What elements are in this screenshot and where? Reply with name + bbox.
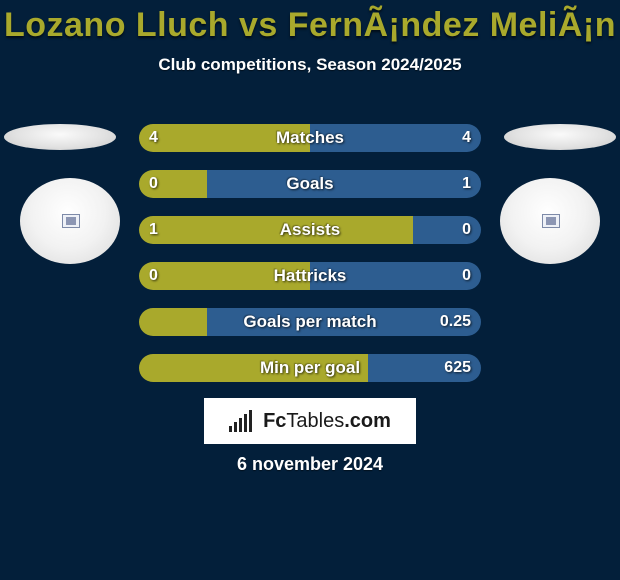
stat-value-left: 0 (149, 262, 158, 290)
stat-value-right: 0 (462, 216, 471, 244)
brand-text: FcTables.com (263, 410, 391, 433)
placeholder-image-icon (62, 214, 80, 228)
stat-row: 00Hattricks (139, 262, 481, 290)
player-right-badge (500, 178, 600, 264)
footer-date: 6 november 2024 (0, 454, 620, 475)
stat-bar-right (310, 262, 481, 290)
stat-bar-right (310, 124, 481, 152)
stat-value-right: 4 (462, 124, 471, 152)
page-title: Lozano Lluch vs FernÃ¡ndez MeliÃ¡n (0, 0, 620, 45)
comparison-infographic: Lozano Lluch vs FernÃ¡ndez MeliÃ¡n Club … (0, 0, 620, 580)
brand-box: FcTables.com (204, 398, 416, 444)
stat-row: 44Matches (139, 124, 481, 152)
stat-value-right: 625 (444, 354, 471, 382)
player-left-ellipse (4, 124, 116, 150)
player-left-badge (20, 178, 120, 264)
stat-value-right: 0.25 (440, 308, 471, 336)
brand-part-2: Tables (286, 410, 344, 432)
stat-bar-left (139, 354, 368, 382)
placeholder-image-icon (542, 214, 560, 228)
stat-bars: 44Matches01Goals10Assists00Hattricks0.25… (139, 124, 481, 400)
player-right-ellipse (504, 124, 616, 150)
stat-bar-left (139, 262, 310, 290)
page-subtitle: Club competitions, Season 2024/2025 (0, 55, 620, 75)
stat-row: 01Goals (139, 170, 481, 198)
brand-part-3: .com (344, 410, 391, 432)
stat-bar-left (139, 216, 413, 244)
bar-chart-icon (229, 410, 257, 432)
stat-row: 625Min per goal (139, 354, 481, 382)
stat-value-left: 1 (149, 216, 158, 244)
stat-bar-left (139, 124, 310, 152)
brand-part-1: Fc (263, 410, 286, 432)
stat-value-right: 1 (462, 170, 471, 198)
stat-row: 10Assists (139, 216, 481, 244)
stat-bar-right (207, 170, 481, 198)
stat-value-left: 4 (149, 124, 158, 152)
stat-bar-left (139, 308, 207, 336)
stat-value-right: 0 (462, 262, 471, 290)
stat-value-left: 0 (149, 170, 158, 198)
stat-row: 0.25Goals per match (139, 308, 481, 336)
